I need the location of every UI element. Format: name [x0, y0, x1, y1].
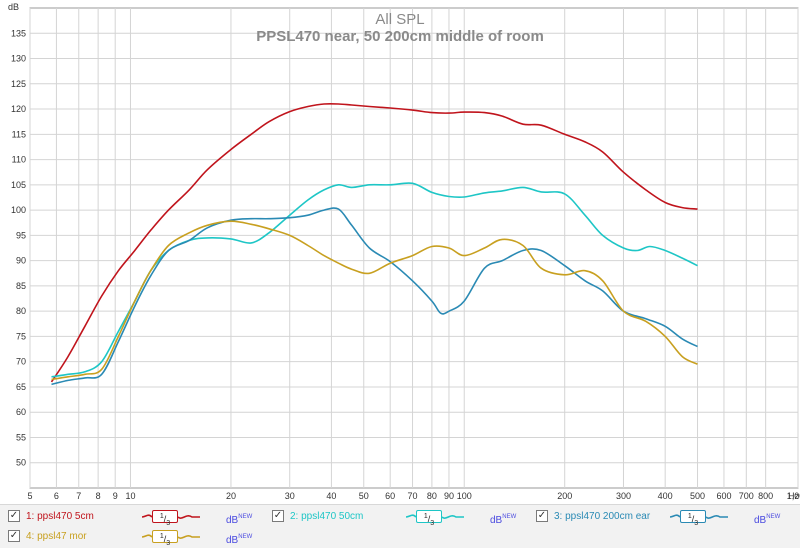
legend-checkbox[interactable]: ✓: [8, 510, 20, 522]
x-tick-label: 6: [54, 491, 59, 501]
y-tick-label: 120: [11, 104, 26, 114]
smoothing-label: 1/3: [416, 510, 442, 527]
legend-series-name: 1: ppsl470 5cm: [26, 511, 94, 522]
x-tick-label: 30: [285, 491, 295, 501]
x-tick-label: 200: [557, 491, 572, 501]
x-tick-label: 700: [739, 491, 754, 501]
x-tick-label: 40: [326, 491, 336, 501]
x-tick-label: 70: [408, 491, 418, 501]
spl-chart: 5055606570758085909510010511011512012513…: [8, 2, 800, 501]
y-tick-label: 80: [16, 306, 26, 316]
x-tick-label: 7: [76, 491, 81, 501]
y-tick-label: 95: [16, 230, 26, 240]
y-tick-label: 90: [16, 256, 26, 266]
y-tick-label: 65: [16, 382, 26, 392]
y-tick-label: 105: [11, 180, 26, 190]
x-axis-unit: Hz: [788, 491, 799, 501]
legend-checkbox[interactable]: ✓: [536, 510, 548, 522]
legend-line-swatch: [405, 514, 464, 519]
x-tick-label: 300: [616, 491, 631, 501]
y-tick-label: 60: [16, 407, 26, 417]
grid: [29, 8, 799, 488]
x-tick-label: 60: [385, 491, 395, 501]
legend-series-name: 3: ppsl470 200cm ear: [554, 511, 651, 522]
legend-series-name: 4: ppsl47 mor: [26, 531, 87, 542]
x-tick-label: 5: [27, 491, 32, 501]
x-tick-label: 90: [444, 491, 454, 501]
y-tick-label: 135: [11, 28, 26, 38]
y-tick-label: 115: [12, 129, 26, 139]
legend-item-4: ✓ 4: ppsl47 mor 1/3 dBNEW: [8, 529, 258, 547]
x-tick-label: 20: [226, 491, 236, 501]
x-tick-label: 9: [113, 491, 118, 501]
legend-item-2: ✓ 2: ppsl470 50cm 1/3 dBNEW: [272, 509, 522, 527]
x-tick-label: 8: [96, 491, 101, 501]
smoothing-selector[interactable]: 1/3: [404, 509, 466, 527]
legend-item-1: ✓ 1: ppsl470 5cm 1/3 dBNEW: [8, 509, 258, 527]
x-tick-label: 10: [125, 491, 135, 501]
plot-area: [29, 7, 799, 489]
smoothing-selector[interactable]: 1/3: [140, 529, 202, 547]
series-line-1: [50, 102, 698, 383]
x-tick-label: 80: [427, 491, 437, 501]
legend-line-swatch: [141, 514, 200, 519]
y-tick-label: 110: [12, 155, 26, 165]
y-axis-label: dB: [8, 2, 19, 12]
series-line-3: [51, 207, 698, 386]
y-tick-label: 125: [11, 79, 26, 89]
x-tick-label: 800: [758, 491, 773, 501]
x-tick-label: 100: [457, 491, 472, 501]
smoothing-label: 1/3: [152, 530, 178, 547]
x-tick-labels: 5 6 7 8 9 10 20 30 40 50 60 70 80 90 100 200 300 400 500 60…: [27, 491, 800, 501]
chart-title: All SPL: [375, 11, 424, 28]
x-tick-label: 1,000: [787, 491, 800, 501]
legend-line-swatch: [141, 534, 200, 539]
y-tick-label: 75: [16, 331, 26, 341]
y-tick-label: 100: [11, 205, 26, 215]
x-tick-label: 600: [716, 491, 731, 501]
legend-line-swatch: [669, 514, 728, 519]
y-tick-label: 70: [16, 357, 26, 367]
series-layer: [50, 102, 698, 386]
y-tick-label: 50: [16, 458, 26, 468]
smoothing-selector[interactable]: 1/3: [668, 509, 730, 527]
series-line-4: [51, 220, 698, 381]
legend-unit: dBNEW: [226, 514, 253, 526]
smoothing-selector[interactable]: 1/3: [140, 509, 202, 527]
y-tick-label: 55: [16, 432, 26, 442]
x-tick-label: 50: [359, 491, 369, 501]
legend-checkbox[interactable]: ✓: [8, 530, 20, 542]
y-tick-label: 85: [16, 281, 26, 291]
smoothing-label: 1/3: [680, 510, 706, 527]
y-tick-label: 130: [11, 54, 26, 64]
chart-subtitle: PPSL470 near, 50 200cm middle of room: [256, 28, 544, 45]
legend-checkbox[interactable]: ✓: [272, 510, 284, 522]
x-tick-label: 500: [690, 491, 705, 501]
x-tick-label: 400: [658, 491, 673, 501]
legend-series-name: 2: ppsl470 50cm: [290, 511, 364, 522]
legend-unit: dBNEW: [754, 514, 781, 526]
y-tick-labels: 50 55 60 65 70 75 80 85 90 95 100 105 110 115 120 125 13…: [11, 28, 26, 467]
smoothing-label: 1/3: [152, 510, 178, 527]
legend-item-3: ✓ 3: ppsl470 200cm ear 1/3 dBNEW: [536, 509, 786, 527]
legend: ✓ 1: ppsl470 5cm 1/3 dBNEW ✓ 2: ppsl470 50cm 1…: [0, 504, 800, 548]
legend-unit: dBNEW: [226, 534, 253, 546]
legend-unit: dBNEW: [490, 514, 517, 526]
